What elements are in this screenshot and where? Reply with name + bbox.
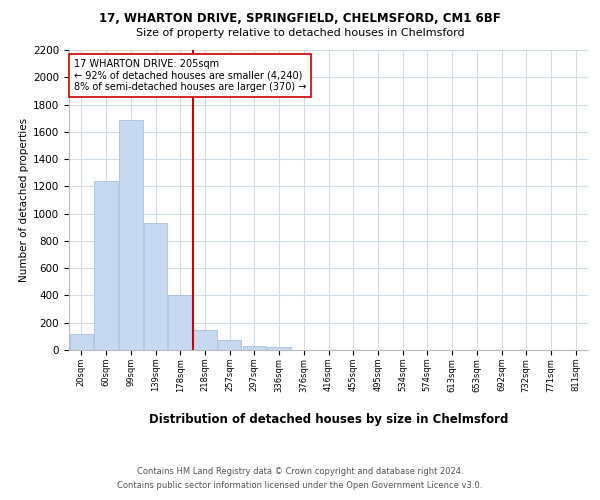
Text: 17 WHARTON DRIVE: 205sqm
← 92% of detached houses are smaller (4,240)
8% of semi: 17 WHARTON DRIVE: 205sqm ← 92% of detach… [74, 59, 307, 92]
Bar [144, 223, 167, 350]
Bar [193, 330, 217, 350]
Bar [70, 334, 93, 350]
Y-axis label: Number of detached properties: Number of detached properties [19, 118, 29, 282]
Bar [169, 296, 192, 350]
Bar [218, 340, 241, 350]
Bar [242, 346, 266, 350]
Text: Contains public sector information licensed under the Open Government Licence v3: Contains public sector information licen… [118, 481, 482, 490]
Bar [268, 348, 291, 350]
Text: Contains HM Land Registry data © Crown copyright and database right 2024.: Contains HM Land Registry data © Crown c… [137, 468, 463, 476]
Bar [94, 181, 118, 350]
Bar [119, 120, 143, 350]
Text: 17, WHARTON DRIVE, SPRINGFIELD, CHELMSFORD, CM1 6BF: 17, WHARTON DRIVE, SPRINGFIELD, CHELMSFO… [99, 12, 501, 26]
Text: Distribution of detached houses by size in Chelmsford: Distribution of detached houses by size … [149, 412, 508, 426]
Text: Size of property relative to detached houses in Chelmsford: Size of property relative to detached ho… [136, 28, 464, 38]
